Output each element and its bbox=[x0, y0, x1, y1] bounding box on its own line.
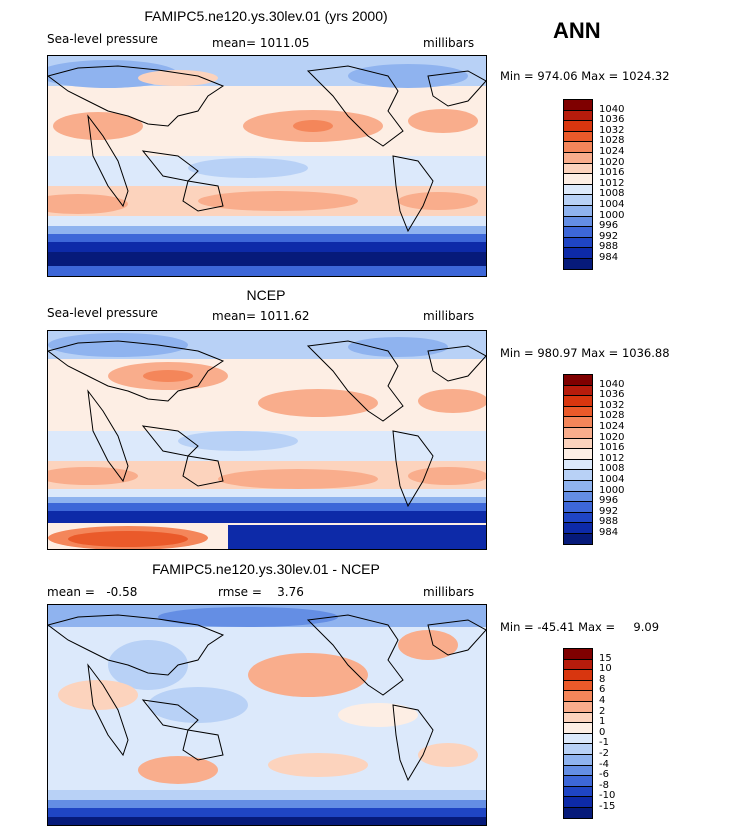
colorbar-1-tick: 1036 bbox=[599, 114, 625, 126]
colorbar-1-tick: 1020 bbox=[599, 156, 625, 168]
panel-1-mean-label: mean= 1011.05 bbox=[212, 36, 310, 50]
colorbar-3-tick: -6 bbox=[599, 769, 609, 781]
colorbar-3-tick: 8 bbox=[599, 673, 606, 685]
colorbar-1-tick: 1024 bbox=[599, 146, 625, 157]
colorbar-3-tick: -2 bbox=[599, 748, 609, 759]
colorbar-2-tick: 996 bbox=[599, 495, 619, 507]
colorbar-1-tick: 1040 bbox=[599, 103, 625, 115]
panel-3-colorbar: 15 10 8 6 4 2 1 0 -1 -2 -4 -6 -8 -10 -15 bbox=[563, 648, 633, 820]
colorbar-3-tick: 1 bbox=[599, 716, 606, 728]
panel-2-variable-label: Sea-level pressure bbox=[47, 306, 158, 320]
colorbar-1-tick: 992 bbox=[599, 230, 619, 242]
panel-1-colorbar: 1040 1036 1032 1028 1024 1020 1016 1012 … bbox=[563, 99, 633, 271]
panel-2-title: NCEP bbox=[246, 287, 286, 303]
colorbar-2-tick: 1000 bbox=[599, 484, 625, 496]
panel-1-title: FAMIPC5.ne120.ys.30lev.01 (yrs 2000) bbox=[144, 8, 388, 24]
colorbar-2-tick: 1024 bbox=[599, 421, 625, 432]
colorbar-3-tick: -8 bbox=[599, 779, 609, 791]
colorbar-1-box bbox=[563, 258, 593, 270]
colorbar-3-tick: -1 bbox=[599, 737, 609, 749]
colorbar-3-tick: -4 bbox=[599, 758, 609, 770]
colorbar-3-tick: 0 bbox=[599, 726, 606, 738]
panel-1-variable-label: Sea-level pressure bbox=[47, 32, 158, 46]
colorbar-3-tick: 10 bbox=[599, 663, 612, 675]
panel-3-title: FAMIPC5.ne120.ys.30lev.01 - NCEP bbox=[152, 561, 380, 577]
colorbar-1-tick: 1016 bbox=[599, 167, 625, 179]
colorbar-3-box bbox=[563, 807, 593, 819]
colorbar-2-tick: 1040 bbox=[599, 378, 625, 390]
panel-1-minmax: Min = 974.06 Max = 1024.32 bbox=[500, 69, 670, 83]
panel-2-minmax: Min = 980.97 Max = 1036.88 bbox=[500, 346, 670, 360]
colorbar-1-tick: 1012 bbox=[599, 177, 625, 189]
panel-2-units-label: millibars bbox=[423, 309, 475, 323]
colorbar-3-tick: -15 bbox=[599, 801, 616, 812]
panel-3-units-label: millibars bbox=[423, 585, 475, 599]
colorbar-2-tick: 1028 bbox=[599, 410, 625, 422]
colorbar-3-tick: 4 bbox=[599, 695, 606, 706]
panel-3-mean-label: mean = -0.58 bbox=[47, 585, 138, 599]
colorbar-2-tick: 1036 bbox=[599, 389, 625, 401]
panel-3-map bbox=[47, 604, 487, 826]
panel-2-mean-label: mean= 1011.62 bbox=[212, 309, 310, 323]
panel-2-colorbar: 1040 1036 1032 1028 1024 1020 1016 1012 … bbox=[563, 374, 633, 546]
colorbar-2-tick: 992 bbox=[599, 505, 619, 517]
colorbar-2-tick: 1016 bbox=[599, 442, 625, 454]
panel-3-rmse-label: rmse = 3.76 bbox=[218, 585, 304, 599]
colorbar-1-tick: 984 bbox=[599, 252, 619, 263]
colorbar-1-tick: 1008 bbox=[599, 188, 625, 200]
panel-1-map bbox=[47, 55, 487, 277]
colorbar-2-tick: 1008 bbox=[599, 463, 625, 475]
colorbar-3-tick: 15 bbox=[599, 652, 612, 664]
colorbar-1-tick: 1028 bbox=[599, 135, 625, 147]
colorbar-1-tick: 1004 bbox=[599, 199, 625, 210]
panel-1-units-label: millibars bbox=[423, 36, 475, 50]
colorbar-2-tick: 1004 bbox=[599, 474, 625, 485]
colorbar-2-tick: 988 bbox=[599, 516, 619, 528]
colorbar-2-tick: 984 bbox=[599, 527, 619, 538]
colorbar-1-tick: 1000 bbox=[599, 209, 625, 221]
colorbar-2-box bbox=[563, 533, 593, 545]
colorbar-3-tick: 6 bbox=[599, 684, 606, 696]
colorbar-3-tick: 2 bbox=[599, 705, 606, 717]
colorbar-2-tick: 1012 bbox=[599, 452, 625, 464]
colorbar-1-tick: 1032 bbox=[599, 124, 625, 136]
panel-3-minmax: Min = -45.41 Max = 9.09 bbox=[500, 620, 660, 634]
colorbar-2-tick: 1020 bbox=[599, 431, 625, 443]
season-label: ANN bbox=[553, 18, 601, 43]
colorbar-2-tick: 1032 bbox=[599, 399, 625, 411]
colorbar-1-tick: 988 bbox=[599, 241, 619, 253]
colorbar-3-tick: -10 bbox=[599, 790, 616, 802]
panel-2-map bbox=[47, 330, 487, 550]
colorbar-1-tick: 996 bbox=[599, 220, 619, 232]
